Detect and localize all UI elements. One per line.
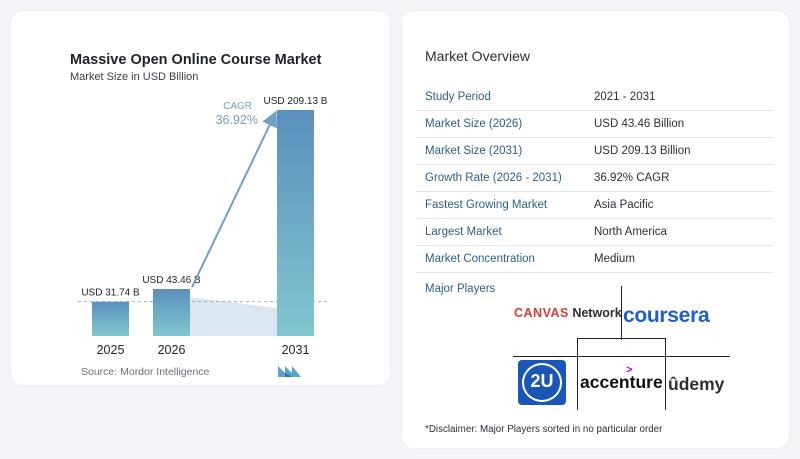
row-value: North America [586, 218, 773, 246]
table-row: Growth Rate (2026 - 2031) 36.92% CAGR [416, 164, 773, 193]
category-label: 2031 [282, 343, 310, 357]
bar-2031 [277, 110, 314, 336]
table-row: Study Period 2021 - 2031 [416, 84, 773, 112]
row-value: 36.92% CAGR [586, 164, 773, 193]
row-key: Market Size (2031) [416, 137, 586, 166]
accenture-chevron-icon: > [626, 364, 633, 376]
disclaimer: *Disclaimer: Major Players sorted in no … [425, 424, 663, 435]
growth-shade [190, 297, 277, 336]
row-value: Medium [586, 245, 773, 273]
row-key: Growth Rate (2026 - 2031) [416, 164, 586, 193]
bar-2026 [153, 289, 190, 336]
category-label: 2025 [97, 343, 125, 357]
table-row: Market Size (2026) USD 43.46 Billion [416, 110, 773, 139]
value-label: USD 43.46 B [142, 275, 201, 286]
player-grid-divider [577, 338, 578, 410]
cagr-label: CAGR [223, 101, 252, 112]
source-text: Source: Mordor Intelligence [81, 366, 210, 378]
row-value: Asia Pacific [586, 191, 773, 219]
chart-subtitle: Market Size in USD Billion [70, 71, 199, 83]
canvas-logo-text: CANVAS [514, 306, 569, 320]
table-row: Largest Market North America [416, 218, 773, 246]
row-value: 2021 - 2031 [586, 84, 773, 112]
player-grid-divider [513, 356, 730, 357]
network-logo-text: Network [568, 306, 622, 320]
chart-title: Massive Open Online Course Market [70, 52, 322, 68]
mordor-logo-icon [278, 366, 301, 377]
row-key: Market Concentration [416, 245, 586, 273]
coursera-logo: coursera [623, 304, 710, 327]
value-label: USD 209.13 B [264, 96, 328, 107]
row-key: Largest Market [416, 218, 586, 246]
player-grid-divider [577, 338, 665, 339]
row-key: Study Period [416, 84, 586, 112]
2u-logo: 2U [518, 360, 566, 405]
bar-2025 [92, 301, 129, 336]
value-label: USD 31.74 B [81, 288, 140, 299]
udemy-logo: ûdemy [668, 374, 725, 394]
cagr-arrow [191, 110, 277, 288]
player-grid-divider [665, 338, 666, 410]
cagr-value: 36.92% [216, 113, 258, 127]
category-label: 2026 [158, 343, 186, 357]
table-row: Fastest Growing Market Asia Pacific [416, 191, 773, 219]
overview-table: Study Period 2021 - 2031 Market Size (202… [416, 84, 773, 273]
table-row: Market Size (2031) USD 209.13 Billion [416, 137, 773, 166]
player-grid-divider [621, 286, 622, 340]
accenture-logo: accenture [580, 372, 663, 392]
2u-ring-icon [522, 363, 562, 402]
players-title: Major Players [425, 283, 496, 295]
row-key: Fastest Growing Market [416, 191, 586, 219]
overview-title: Market Overview [425, 48, 531, 64]
row-value: USD 43.46 Billion [586, 110, 773, 139]
table-row: Market Concentration Medium [416, 245, 773, 273]
row-value: USD 209.13 Billion [586, 137, 773, 166]
row-key: Market Size (2026) [416, 110, 586, 139]
2u-logo-text: 2U [530, 371, 554, 391]
canvas-network-logo: CANVAS Network [514, 306, 622, 320]
